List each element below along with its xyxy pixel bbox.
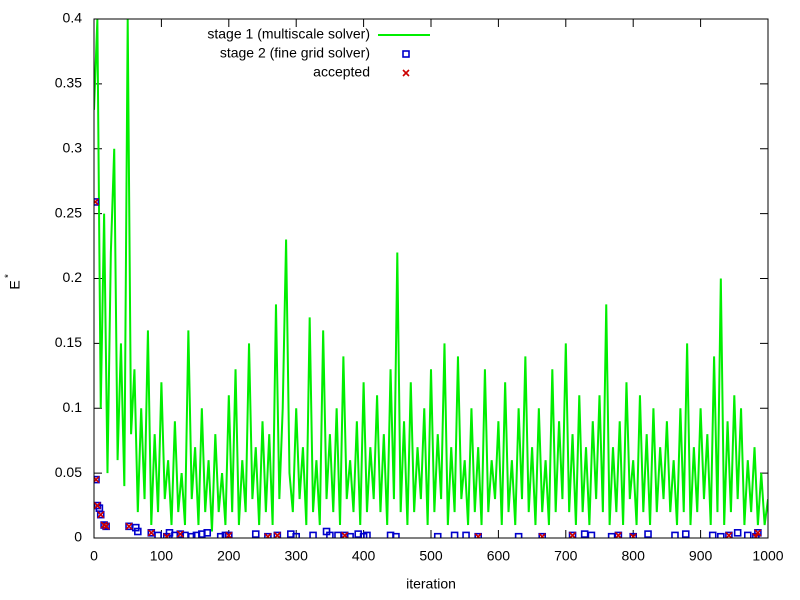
square-marker [733, 529, 742, 537]
y-axis-label: E * [4, 274, 23, 290]
square-marker [96, 510, 105, 519]
square-marker [187, 532, 196, 538]
y-tick-label: 0.25 [55, 204, 82, 220]
legend-label: stage 1 (multiscale solver) [207, 26, 370, 42]
square-marker [433, 532, 442, 538]
x-tick-label: 100 [150, 548, 174, 564]
cross-marker [163, 533, 171, 538]
x-axis-label: iteration [406, 576, 456, 592]
square-marker [629, 532, 638, 538]
y-tick-label: 0 [74, 529, 82, 545]
square-marker [725, 531, 733, 538]
plot-area [94, 19, 768, 538]
square-marker [131, 523, 140, 532]
square-marker [681, 530, 690, 538]
x-tick-label: 400 [352, 548, 376, 564]
square-marker [587, 531, 596, 538]
square-marker [94, 475, 100, 484]
x-tick-label: 300 [285, 548, 309, 564]
cross-marker [725, 531, 733, 538]
square-marker [154, 531, 162, 538]
legend-cross [402, 69, 410, 77]
square-marker [671, 531, 679, 538]
square-marker [474, 532, 482, 538]
square-marker [392, 532, 400, 538]
y-tick-label: 0.05 [55, 464, 82, 480]
x-tick-label: 200 [217, 548, 241, 564]
y-tick-label: 0.35 [55, 75, 82, 91]
square-marker [514, 532, 523, 538]
cross-marker [125, 522, 133, 530]
cross-marker [94, 198, 99, 206]
square-marker [363, 531, 371, 538]
cross-marker [754, 529, 762, 537]
cross-marker [474, 533, 482, 538]
square-marker [568, 531, 577, 538]
cross-marker [102, 522, 110, 530]
square-marker [708, 531, 717, 538]
x-tick-label: 600 [487, 548, 511, 564]
cross-marker [273, 531, 281, 538]
x-tick-label: 800 [622, 548, 646, 564]
y-tick-label: 0.1 [63, 399, 83, 415]
cross-marker [264, 533, 272, 538]
legend-square [402, 50, 410, 58]
square-marker [264, 532, 272, 538]
square-marker [717, 532, 725, 538]
square-marker [273, 531, 282, 538]
cross-marker [752, 533, 760, 538]
cross-marker [97, 511, 105, 519]
cross-marker [568, 531, 577, 538]
square-marker [94, 198, 100, 206]
cross-marker [614, 531, 622, 538]
square-marker [743, 531, 752, 538]
cross-marker [341, 531, 349, 538]
y-tick-label: 0.4 [63, 10, 83, 26]
series-line [94, 19, 768, 532]
square-marker [309, 531, 317, 538]
square-marker [450, 531, 459, 538]
cross-marker [629, 533, 637, 538]
legend-label: stage 2 (fine grid solver) [220, 45, 370, 61]
x-tick-label: 900 [689, 548, 713, 564]
y-tick-label: 0.3 [63, 139, 83, 155]
y-axis-label-base: E [7, 280, 23, 289]
y-tick-label: 0.2 [63, 269, 83, 285]
square-marker [203, 529, 212, 537]
square-marker [176, 530, 185, 538]
cross-marker [147, 529, 155, 537]
x-tick-label: 1000 [752, 548, 783, 564]
cross-marker [94, 501, 101, 510]
cross-marker [225, 531, 233, 538]
square-marker [134, 527, 142, 536]
square-marker [292, 532, 301, 538]
legend-label: accepted [313, 64, 370, 80]
square-marker [216, 532, 225, 538]
y-axis-label-sup: * [4, 274, 15, 278]
cross-marker [538, 533, 546, 538]
cross-marker [176, 530, 184, 538]
square-marker [251, 530, 260, 538]
x-tick-label: 500 [419, 548, 443, 564]
x-tick-label: 0 [90, 548, 98, 564]
square-marker [644, 530, 652, 538]
square-marker [462, 531, 470, 538]
x-tick-label: 700 [554, 548, 578, 564]
square-marker [225, 531, 233, 538]
plot-frame [93, 18, 769, 539]
square-marker [538, 532, 547, 538]
square-marker [614, 531, 623, 538]
square-marker [326, 531, 334, 538]
y-tick-label: 0.15 [55, 334, 82, 350]
